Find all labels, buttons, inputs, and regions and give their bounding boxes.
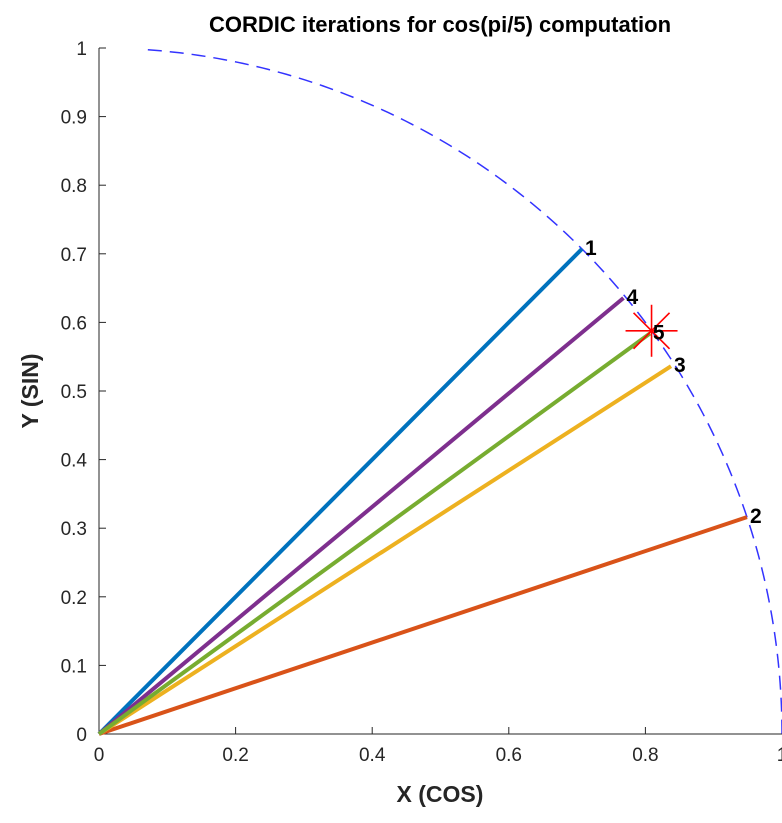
x-tick-label: 1 [777,745,782,766]
x-tick-label: 0.4 [359,745,386,766]
chart-title: CORDIC iterations for cos(pi/5) computat… [209,12,671,37]
series-line-5 [97,331,652,736]
y-tick-label: 0.7 [61,245,87,266]
x-tick-label: 0.6 [496,745,522,766]
y-tick-label: 0.9 [61,108,87,129]
x-tick-label: 0.8 [632,745,658,766]
y-tick-label: 0.8 [61,176,87,197]
iteration-labels: 1 2 3 45 [585,237,762,528]
series-lines [97,247,748,736]
y-tick-label: 0.2 [61,588,87,609]
y-tick-label: 0.5 [61,382,87,403]
iteration-label-5: 5 [653,322,665,345]
x-axis-title: X (COS) [397,781,484,807]
y-tick-label: 0.4 [61,451,88,472]
iteration-label-3: 3 [674,354,686,377]
iteration-label-4: 4 [626,286,638,309]
y-tick-label: 0.6 [61,313,87,334]
plot-area: 0 0.2 0.4 0.6 0.8 1 0 0.1 0.2 0.3 0.4 0.5 0.6 0.7 0.8… [61,39,782,766]
unit-circle-arc [147,49,782,735]
y-tick-label: 0.3 [61,519,87,540]
series-line-2 [98,515,748,736]
series-line-1 [97,247,584,736]
target-marker-stroke [632,312,671,350]
series-line-4 [97,296,625,736]
iteration-label-2: 2 [750,505,762,528]
y-tick-label: 1 [76,39,87,60]
x-ticks: 0 0.2 0.4 0.6 0.8 1 [94,727,782,766]
y-tick-label: 0 [76,725,87,746]
y-ticks: 0 0.1 0.2 0.3 0.4 0.5 0.6 0.7 0.8 0.9 1 [61,39,106,746]
y-tick-label: 0.1 [61,656,87,677]
x-tick-label: 0 [94,745,105,766]
y-axis-title: Y (SIN) [17,354,43,429]
x-tick-label: 0.2 [222,745,248,766]
iteration-label-1: 1 [585,237,597,260]
series-line-3 [97,364,673,736]
target-point-marker [625,304,678,357]
